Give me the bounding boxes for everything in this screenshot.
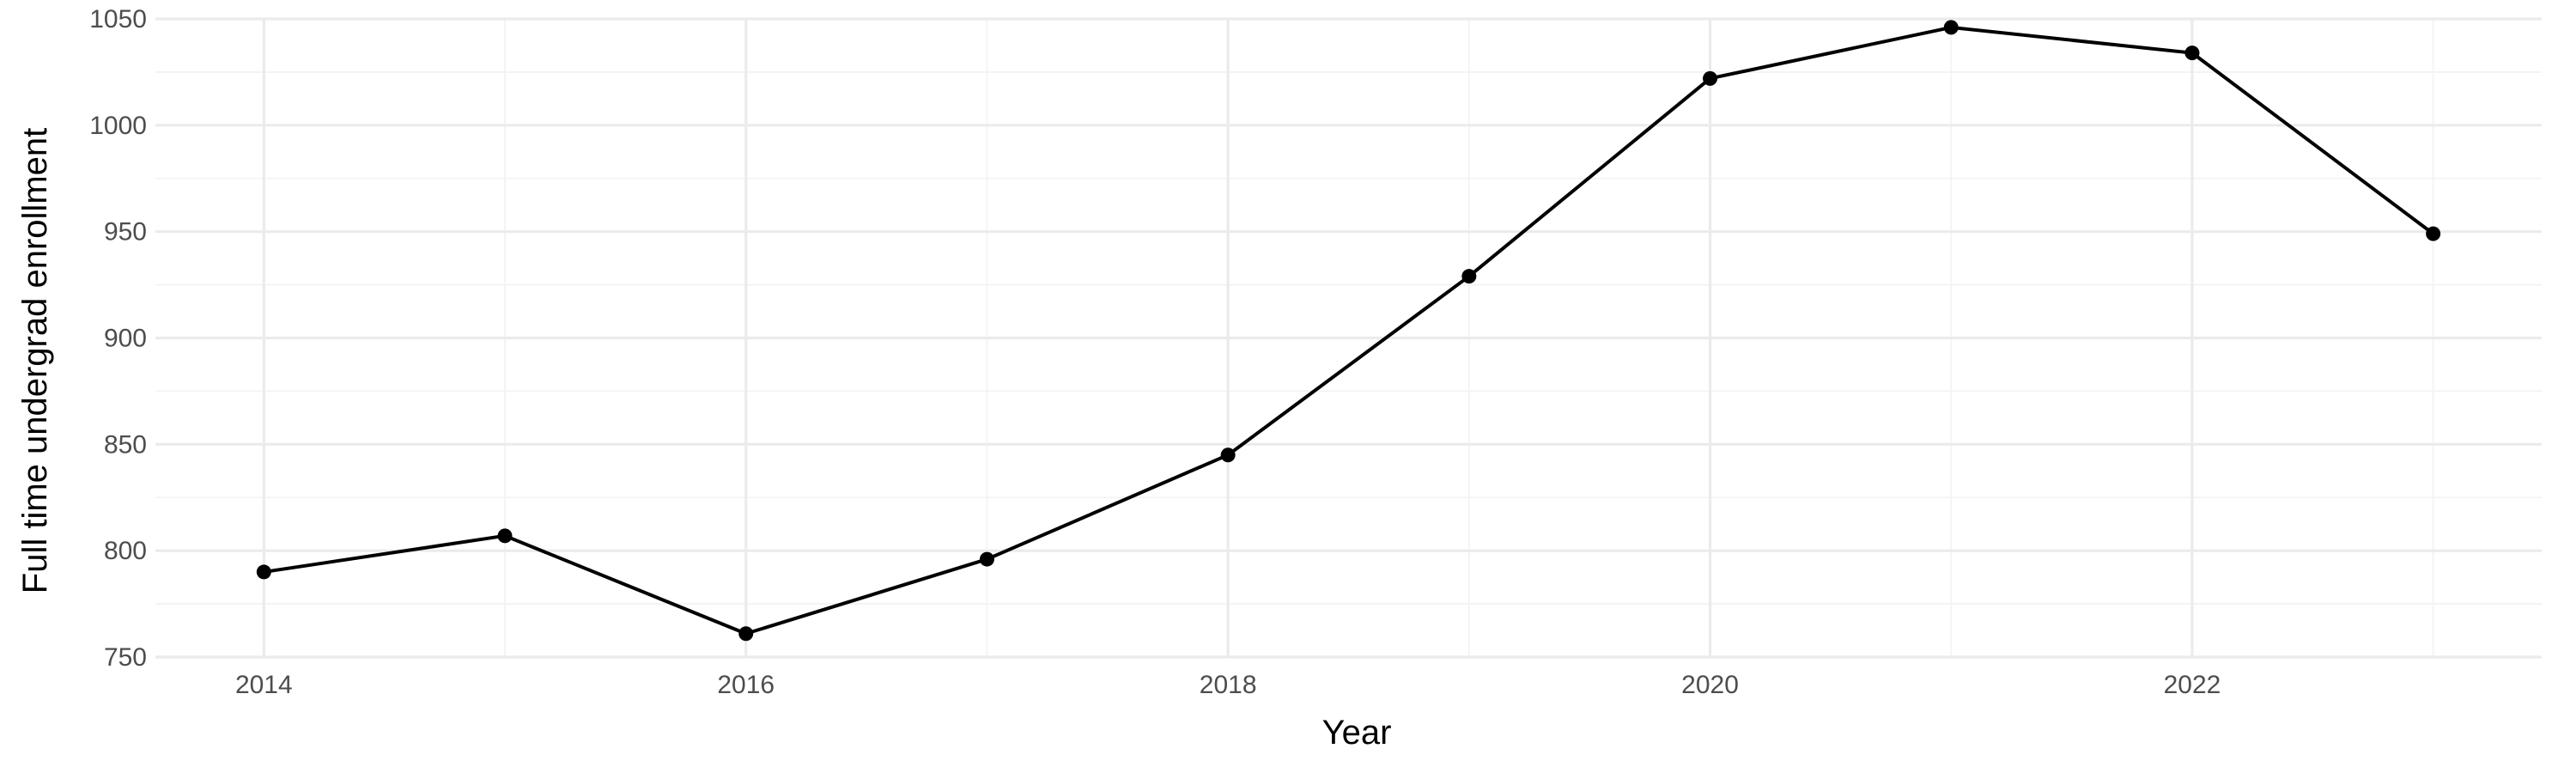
series-line xyxy=(264,25,2434,636)
data-point xyxy=(738,626,754,642)
data-point xyxy=(979,551,994,567)
data-point xyxy=(2426,226,2441,241)
x-axis-tick-labels: 2014 2016 2018 2020 2022 xyxy=(235,671,2221,699)
major-gridlines xyxy=(155,17,2542,659)
data-point xyxy=(497,528,513,544)
data-point xyxy=(1943,20,1959,35)
x-axis-title: Year xyxy=(1322,714,1392,752)
y-tick-label: 800 xyxy=(104,537,147,565)
data-point xyxy=(2184,46,2200,61)
y-tick-label: 950 xyxy=(104,218,147,247)
data-point xyxy=(256,564,271,580)
y-tick-label: 900 xyxy=(104,325,147,353)
x-tick-label: 2018 xyxy=(1200,671,1257,699)
x-tick-label: 2016 xyxy=(717,671,775,699)
x-tick-label: 2022 xyxy=(2164,671,2221,699)
y-tick-label: 750 xyxy=(104,643,147,672)
data-point xyxy=(1220,447,1236,463)
x-tick-label: 2020 xyxy=(1681,671,1739,699)
y-tick-label: 1000 xyxy=(89,112,147,140)
y-tick-label: 850 xyxy=(104,430,147,459)
series-layer xyxy=(256,20,2441,642)
x-tick-label: 2014 xyxy=(235,671,293,699)
data-point xyxy=(1461,269,1477,284)
y-axis-title: Full time undergrad enrollment xyxy=(16,128,54,593)
y-tick-label: 1050 xyxy=(89,5,147,33)
y-axis-tick-labels: 750 800 850 900 950 1000 1050 xyxy=(89,5,147,672)
data-point xyxy=(1703,70,1718,86)
